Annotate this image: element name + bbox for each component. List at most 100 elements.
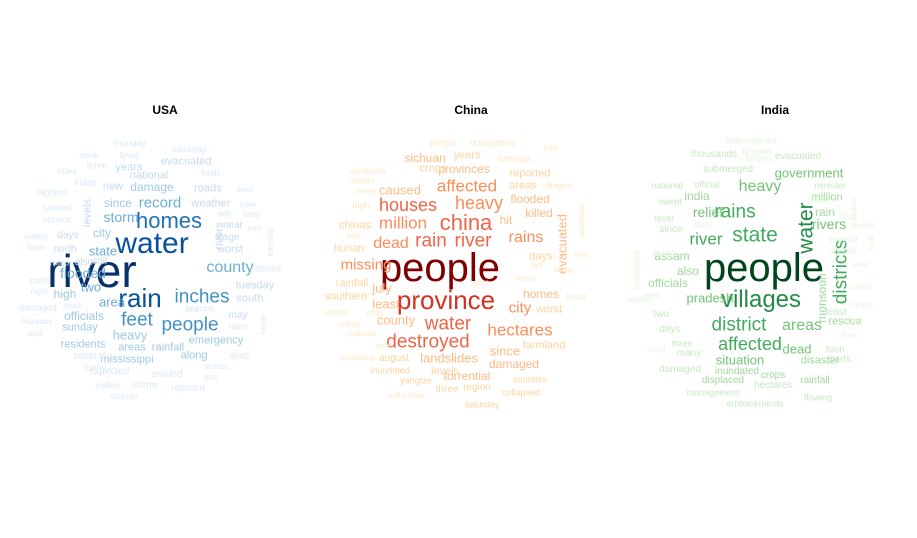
word-usa-one: one (184, 304, 200, 315)
word-india-two: two (653, 309, 669, 320)
word-china-sichuan: sichuan (404, 151, 446, 165)
word-india-crops: crops (760, 370, 786, 381)
word-china-city: city (508, 299, 532, 317)
word-usa-also: also (74, 257, 94, 268)
word-india-dead: dead (782, 341, 812, 357)
word-china-rivers: rivers (356, 187, 376, 196)
word-china-reported: reported (509, 167, 551, 180)
word-china-also: also (474, 278, 490, 287)
word-usa-inches: inches (174, 286, 230, 308)
word-china-rain: rain (415, 230, 447, 252)
word-usa-still: still (92, 256, 108, 267)
word-usa-early: early (243, 210, 261, 219)
word-usa-weather: weather (191, 197, 231, 210)
word-usa-home: home (259, 313, 268, 335)
word-china-torrential: torrential (443, 369, 491, 383)
word-china-since: since (489, 343, 521, 359)
word-china-years: years (453, 149, 481, 162)
word-india-army: army (851, 260, 869, 269)
word-usa-state: state (88, 243, 118, 259)
word-china-typhoon: typhoon (347, 329, 377, 338)
word-usa-friday: friday (73, 177, 97, 188)
word-china-houses: houses (378, 195, 438, 215)
word-india-displaced: displaced (701, 375, 745, 386)
word-china-landslides: landslides (420, 350, 478, 366)
word-india-several: several (828, 234, 858, 245)
word-china-new: new (543, 143, 559, 152)
word-china-rainstorms: rainstorms (349, 167, 387, 176)
word-india-swept: swept (658, 196, 682, 207)
word-cloud-usa: river water rain homes inches feet people count… (12, 0, 318, 538)
word-usa-north: north (53, 244, 77, 255)
word-usa-record: record (138, 194, 182, 212)
word-usa-storm: storm (103, 209, 139, 225)
word-china-inundated: inundated (370, 365, 410, 376)
word-china-least: least (372, 296, 400, 312)
word-china-crops: crops (419, 162, 447, 175)
word-usa-many: many (83, 362, 107, 373)
word-india-flash: flash (825, 344, 845, 355)
word-china-xinhua: xinhua (337, 320, 361, 329)
word-india-shelter: shelter (850, 221, 876, 230)
word-india-landslides: landslides (631, 249, 642, 291)
word-usa-thursday: thursday (21, 317, 53, 326)
word-usa-damaged: damaged (19, 302, 57, 313)
word-china-missing: missing (340, 256, 392, 274)
word-india-also: also (676, 264, 700, 278)
word-india-thousands: thousands (690, 149, 738, 160)
word-china-local: local (566, 291, 586, 302)
word-china-caused: caused (379, 182, 421, 198)
word-china-central: central (322, 308, 348, 317)
word-usa-damage: damage (130, 180, 174, 194)
word-usa-much: much (63, 301, 83, 310)
word-china-meters: meters (349, 176, 375, 185)
word-india-inundated: inundated (715, 366, 759, 377)
word-usa-will: will (217, 208, 231, 219)
word-china-rains: rains (508, 229, 544, 246)
word-china-august: august (378, 353, 410, 364)
word-india-government: government (774, 165, 844, 181)
word-usa-flash: flash (200, 167, 220, 178)
word-usa-reported: reported (171, 382, 205, 393)
word-usa-officials: officials (64, 309, 104, 323)
word-usa-night: night (30, 287, 48, 296)
word-usa-rains: rains (228, 321, 248, 332)
word-india-due: due (694, 219, 710, 230)
word-usa-feet: feet (121, 309, 153, 331)
word-usa-residents: residents (60, 338, 106, 351)
word-usa-south: south (236, 292, 264, 305)
word-china-damaged: damaged (488, 357, 540, 371)
word-china-damage: damage (497, 153, 531, 164)
word-india-state: state (732, 223, 778, 247)
word-india-embankments: embankments (726, 398, 784, 409)
word-india-level: level (654, 213, 674, 224)
word-usa-along: along (180, 349, 208, 362)
word-india-heavy: heavy (738, 178, 782, 195)
word-india-rains: rains (714, 201, 756, 223)
word-usa-areas: areas (118, 341, 146, 354)
word-china-along: along (554, 265, 574, 274)
word-india-national: national (651, 180, 683, 191)
word-china-hunan: hunan (333, 242, 365, 255)
word-china-jiangxi: jiangxi (430, 137, 456, 148)
word-china-dead: dead (373, 235, 409, 252)
word-china-left: left (530, 260, 544, 271)
word-india-villages: villages (720, 286, 802, 313)
word-india-away: away (652, 247, 674, 258)
word-usa-county: county (206, 259, 254, 276)
word-india-road: road (845, 316, 863, 325)
word-china-july: july (372, 280, 392, 296)
word-india-rivers: rivers (811, 216, 847, 232)
word-china-million: million (378, 213, 428, 233)
word-usa-people: people (161, 314, 219, 336)
word-china-heavy: heavy (454, 193, 504, 213)
word-usa-stage: stage (214, 232, 240, 243)
word-usa-saturday: saturday (171, 144, 207, 155)
word-usa-flooded: flooded (60, 265, 106, 281)
word-usa-years: years (115, 161, 143, 174)
panel-title-china: China (454, 103, 488, 117)
word-india-least: least (825, 307, 847, 318)
word-usa-april: april (27, 329, 43, 338)
word-usa-mississippi: mississippi (100, 353, 154, 366)
word-usa-town: town (27, 243, 45, 252)
